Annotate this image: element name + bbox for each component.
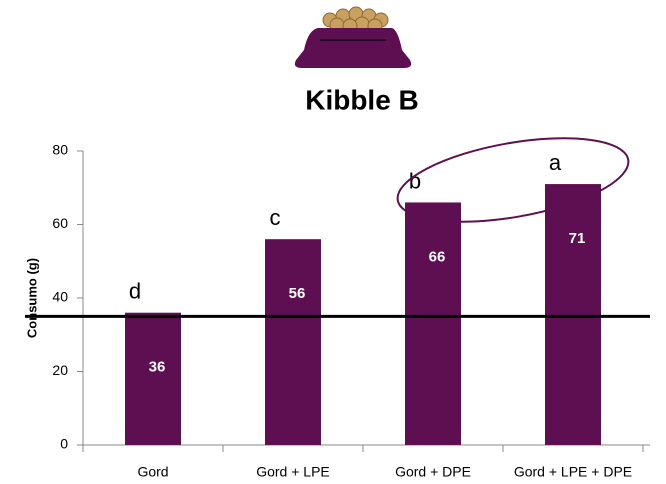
value-label: 66 bbox=[429, 248, 446, 265]
y-tick-label: 40 bbox=[52, 289, 68, 305]
y-tick-label: 0 bbox=[60, 436, 68, 452]
bar bbox=[125, 312, 181, 445]
bar bbox=[545, 184, 601, 445]
x-tick-label: Gord bbox=[137, 464, 168, 480]
kibble-icon bbox=[294, 6, 412, 68]
y-tick-label: 60 bbox=[52, 215, 68, 231]
highlight-ellipse bbox=[396, 137, 630, 223]
y-tick-label: 20 bbox=[52, 362, 68, 378]
x-tick-label: Gord + DPE bbox=[395, 464, 471, 480]
significance-letter: a bbox=[549, 150, 562, 175]
value-label: 71 bbox=[569, 230, 586, 247]
bar bbox=[405, 202, 461, 445]
significance-letter: c bbox=[270, 205, 281, 230]
significance-letter: d bbox=[129, 279, 141, 304]
x-tick-label: Gord + LPE + DPE bbox=[514, 464, 632, 480]
x-tick-label: Gord + LPE bbox=[256, 464, 330, 480]
value-label: 36 bbox=[149, 359, 166, 376]
chart-title: Kibble B bbox=[305, 84, 419, 115]
bar bbox=[265, 239, 321, 445]
y-tick-label: 80 bbox=[52, 142, 68, 158]
y-axis-label: Consumo (g) bbox=[24, 258, 39, 338]
value-label: 56 bbox=[289, 285, 306, 302]
